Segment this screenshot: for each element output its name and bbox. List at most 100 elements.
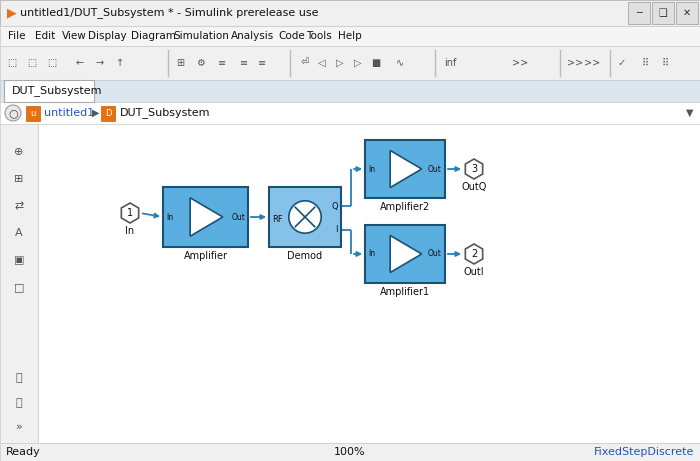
Text: ⬚: ⬚: [48, 58, 57, 68]
Text: OutQ: OutQ: [461, 182, 486, 192]
Text: Out: Out: [428, 249, 442, 259]
Text: ▶: ▶: [92, 108, 99, 118]
Text: ↑: ↑: [116, 58, 124, 68]
Text: A: A: [15, 228, 23, 238]
Text: Out: Out: [231, 213, 245, 221]
Circle shape: [289, 201, 321, 233]
Text: Ready: Ready: [6, 447, 41, 457]
Bar: [0, 102, 700, 124]
Polygon shape: [190, 198, 223, 236]
Text: ⏎: ⏎: [301, 58, 309, 68]
Bar: [38, 124, 700, 443]
Bar: [0, 46, 700, 80]
Text: ▼: ▼: [686, 108, 694, 118]
Text: In: In: [166, 213, 173, 221]
Bar: [101, 106, 115, 121]
Text: Amplifier2: Amplifier2: [380, 202, 430, 212]
Text: ▷: ▷: [336, 58, 344, 68]
Text: Edit: Edit: [35, 31, 55, 41]
Text: ≡: ≡: [218, 58, 226, 68]
Polygon shape: [466, 159, 483, 179]
Text: ⬚: ⬚: [8, 58, 17, 68]
Text: Simulation: Simulation: [173, 31, 229, 41]
Polygon shape: [121, 203, 139, 223]
Text: Code: Code: [279, 31, 305, 41]
Text: ⠿: ⠿: [641, 58, 649, 68]
Bar: [365, 140, 445, 198]
Text: Analysis: Analysis: [231, 31, 274, 41]
Text: u: u: [30, 108, 36, 118]
Text: ⠿: ⠿: [662, 58, 668, 68]
Text: DUT_Subsystem: DUT_Subsystem: [12, 86, 102, 96]
Circle shape: [5, 105, 21, 121]
Text: DUT_Subsystem: DUT_Subsystem: [120, 107, 211, 118]
Text: OutI: OutI: [463, 267, 484, 277]
Text: View: View: [62, 31, 86, 41]
Text: ○: ○: [8, 108, 18, 118]
Text: FixedStepDiscrete: FixedStepDiscrete: [594, 447, 694, 457]
Text: untitled1: untitled1: [44, 108, 94, 118]
Text: 2: 2: [471, 249, 477, 259]
Bar: [0, 124, 38, 443]
Text: ✕: ✕: [683, 8, 691, 18]
Text: >>: >>: [584, 58, 600, 68]
Polygon shape: [466, 244, 483, 264]
Text: ◁: ◁: [318, 58, 326, 68]
Text: 📋: 📋: [15, 398, 22, 408]
Bar: [26, 106, 40, 121]
Text: RF: RF: [272, 214, 283, 224]
Text: Q: Q: [331, 202, 338, 211]
Text: ─: ─: [636, 8, 642, 18]
Polygon shape: [390, 150, 421, 188]
Polygon shape: [390, 236, 421, 272]
Text: File: File: [8, 31, 25, 41]
Text: inf: inf: [444, 58, 456, 68]
Text: I: I: [335, 225, 338, 234]
Text: ▶: ▶: [7, 6, 17, 19]
Text: >>: >>: [512, 58, 528, 68]
Bar: [676, 2, 698, 24]
Text: ⇄: ⇄: [14, 201, 24, 211]
Text: Tools: Tools: [306, 31, 331, 41]
Bar: [163, 187, 248, 247]
Text: »: »: [15, 422, 22, 432]
Text: D: D: [105, 108, 111, 118]
Text: In: In: [368, 249, 375, 259]
Text: ←: ←: [76, 58, 84, 68]
Text: 1: 1: [127, 208, 133, 218]
Text: ⊞: ⊞: [14, 174, 24, 184]
Text: Help: Help: [337, 31, 361, 41]
Text: Demod: Demod: [288, 251, 323, 261]
Text: 100%: 100%: [334, 447, 366, 457]
Text: →: →: [96, 58, 104, 68]
Text: In: In: [125, 226, 134, 236]
Text: ⊕: ⊕: [14, 147, 24, 157]
Text: Out: Out: [428, 165, 442, 173]
Text: ≡: ≡: [240, 58, 248, 68]
Text: ⊞: ⊞: [176, 58, 184, 68]
Bar: [0, 26, 700, 46]
Bar: [652, 2, 674, 24]
Bar: [269, 187, 341, 247]
Text: Diagram: Diagram: [131, 31, 176, 41]
Text: ⬚: ⬚: [27, 58, 36, 68]
Text: ⚙: ⚙: [195, 58, 204, 68]
Text: untitled1/DUT_Subsystem * - Simulink prerelease use: untitled1/DUT_Subsystem * - Simulink pre…: [20, 7, 318, 18]
Text: 📷: 📷: [15, 373, 22, 383]
Text: ✓: ✓: [618, 58, 626, 68]
Text: ▣: ▣: [14, 255, 24, 265]
Bar: [0, 443, 700, 461]
Bar: [4, 80, 94, 102]
Text: ▷: ▷: [354, 58, 362, 68]
Bar: [628, 2, 650, 24]
Text: ■: ■: [372, 58, 381, 68]
Text: ≡: ≡: [258, 58, 266, 68]
Bar: [0, 0, 700, 26]
Bar: [365, 225, 445, 283]
Text: Amplifier: Amplifier: [183, 251, 228, 261]
Text: 3: 3: [471, 164, 477, 174]
Text: ∿: ∿: [396, 58, 404, 68]
Text: Amplifier1: Amplifier1: [380, 287, 430, 297]
Bar: [0, 80, 700, 102]
Text: In: In: [368, 165, 375, 173]
